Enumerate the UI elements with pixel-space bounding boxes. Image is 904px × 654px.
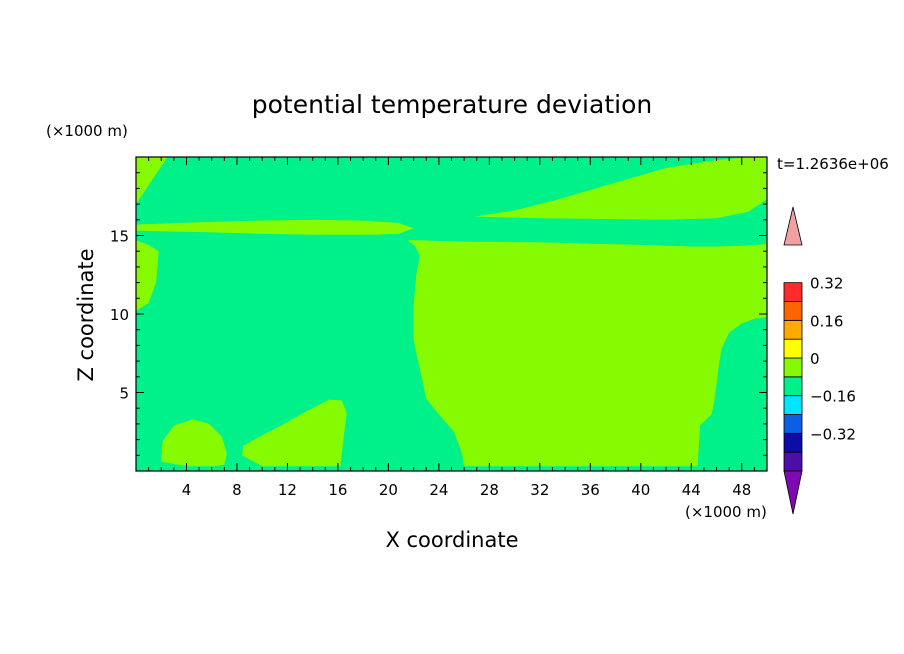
x-tick-label: 44 [682, 481, 701, 499]
colorbar-band [783, 395, 803, 415]
colorbar-tick-label: −0.32 [810, 425, 856, 443]
x-tick-label: 32 [530, 481, 549, 499]
contour-region-7 [242, 399, 347, 467]
x-axis-label: X coordinate [385, 528, 518, 552]
x-tick-label: 24 [429, 481, 448, 499]
x-tick-label: 20 [379, 481, 398, 499]
colorbar-tick-label: 0.32 [810, 275, 843, 293]
x-axis-ticks: 4 8 12 16 20 24 28 32 36 40 44 48 [148, 157, 755, 499]
colorbar-band [783, 376, 803, 397]
colorbar-band [783, 451, 803, 472]
colorbar-tick-label: −0.16 [810, 388, 856, 406]
x-tick-label: 40 [631, 481, 650, 499]
x-tick-label: 36 [581, 481, 600, 499]
y-axis-label: Z coordinate [74, 248, 98, 381]
colorbar-band [783, 301, 803, 321]
x-tick-label: 12 [278, 481, 297, 499]
x-tick-label: 16 [328, 481, 347, 499]
y-axis-ticks: 5 10 15 [110, 172, 767, 456]
x-tick-label: 28 [480, 481, 499, 499]
colorbar-band [783, 357, 803, 378]
colorbar-band [783, 414, 803, 434]
chart-title: potential temperature deviation [252, 90, 652, 119]
colorbar-over-triangle [783, 206, 803, 246]
y-tick-label: 5 [119, 385, 129, 403]
colorbar-band [783, 432, 803, 453]
colorbar-under-triangle [783, 470, 803, 515]
colorbar-band [783, 338, 803, 359]
colorbar-tick-label: 0.16 [810, 312, 843, 330]
contour-region-3 [474, 157, 767, 220]
colorbar: −0.32 −0.16 0 0.16 0.32 [783, 206, 856, 515]
contour-region-1 [136, 157, 168, 205]
colorbar-band [783, 282, 803, 302]
y-tick-label: 10 [110, 306, 129, 324]
time-label: t=1.2636e+06 [777, 155, 889, 173]
x-tick-label: 48 [732, 481, 751, 499]
x-tick-label: 8 [232, 481, 242, 499]
colorbar-band [783, 319, 803, 340]
contour-region-4 [136, 219, 414, 235]
y-axis-unit: (×1000 m) [46, 122, 128, 140]
x-axis-unit: (×1000 m) [685, 503, 767, 521]
contour-region-6 [161, 419, 227, 467]
x-tick-label: 4 [182, 481, 192, 499]
contour-regions [136, 157, 767, 467]
colorbar-tick-label: 0 [810, 350, 820, 368]
contour-region-2 [407, 240, 767, 467]
y-tick-label: 15 [110, 228, 129, 246]
contour-region-5 [136, 240, 159, 311]
